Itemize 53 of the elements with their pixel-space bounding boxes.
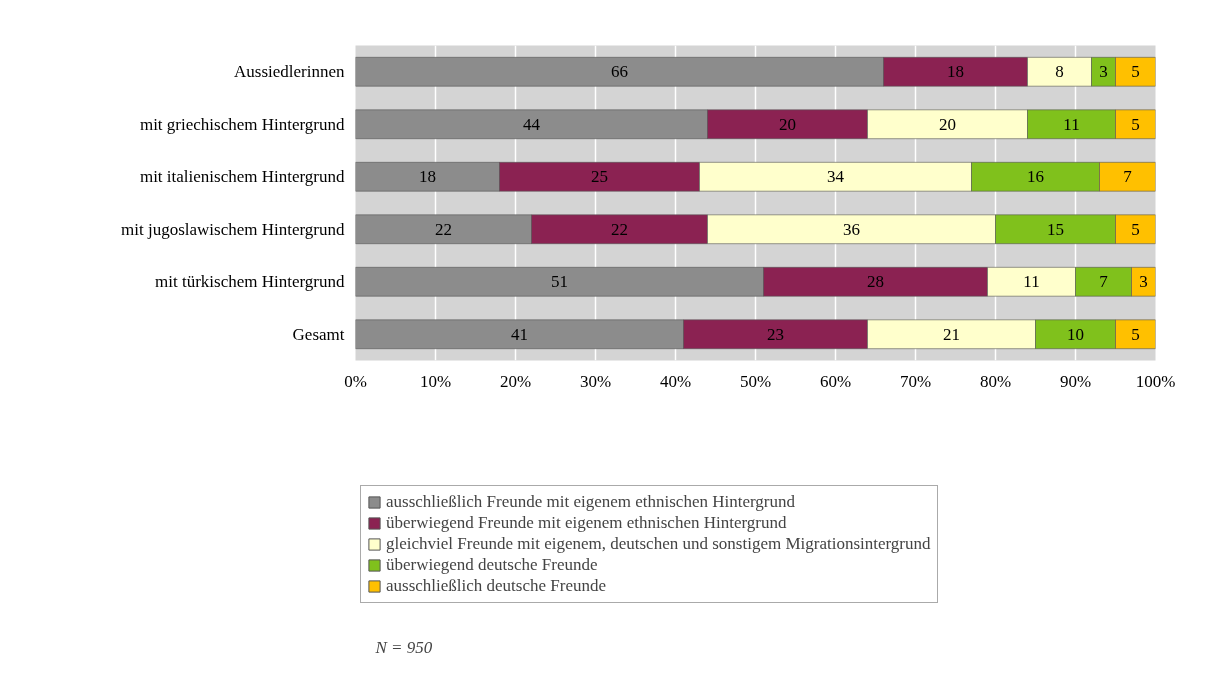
data-label: 20 (779, 114, 796, 134)
data-label: 44 (523, 114, 541, 134)
data-label: 11 (1023, 272, 1040, 292)
data-label: 5 (1131, 114, 1140, 134)
y-tick-label: mit griechischem Hintergrund (139, 114, 345, 134)
y-tick-label: mit jugoslawischem Hintergrund (121, 219, 345, 239)
x-tick-label: 60% (819, 371, 852, 391)
data-label: 18 (419, 167, 436, 187)
data-label: 5 (1131, 324, 1140, 344)
data-label: 23 (767, 324, 784, 344)
data-label: 36 (843, 219, 860, 239)
data-label: 41 (511, 324, 528, 344)
text: N = 950 (374, 637, 433, 657)
data-label: 5 (1131, 219, 1140, 239)
legend-label: ausschließlich deutsche Freunde (386, 576, 606, 596)
data-label: 22 (435, 219, 452, 239)
data-label: 8 (1055, 62, 1064, 82)
data-label: 20 (939, 114, 956, 134)
x-tick-label: 40% (659, 371, 692, 391)
x-tick-label: 30% (579, 371, 612, 391)
data-label: 51 (551, 272, 568, 292)
legend-label: überwiegend Freunde mit eigenem ethnischen Hintergrund (386, 513, 787, 533)
data-label: 3 (1139, 272, 1148, 292)
y-tick-label: mit türkischem Hintergrund (155, 272, 345, 292)
x-tick-label: 0% (344, 371, 367, 391)
legend-label: ausschließlich Freunde mit eigenem ethnischen Hintergrund (386, 492, 795, 512)
x-tick-label: 100% (1135, 371, 1176, 391)
data-label: 7 (1099, 272, 1109, 292)
data-label: 66 (611, 62, 628, 82)
x-tick-label: 80% (979, 371, 1012, 391)
legend-label: gleichviel Freunde mit eigenem, deutschen und sonstigem Migrationsintergrund (386, 534, 931, 554)
y-tick-label: Aussiedlerinnen (234, 62, 345, 82)
legend-label: überwiegend deutsche Freunde (386, 555, 598, 575)
data-label: 28 (867, 272, 884, 292)
y-tick-label: Gesamt (292, 324, 345, 344)
data-label: 25 (591, 167, 608, 187)
x-tick-label: 70% (899, 371, 932, 391)
x-tick-label: 10% (419, 371, 452, 391)
data-label: 15 (1047, 219, 1064, 239)
data-label: 34 (827, 167, 845, 187)
data-label: 3 (1099, 62, 1108, 82)
x-tick-label: 90% (1059, 371, 1092, 391)
data-label: 5 (1131, 62, 1140, 82)
x-tick-label: 50% (739, 371, 772, 391)
data-label: 10 (1067, 324, 1084, 344)
data-label: 11 (1063, 114, 1080, 134)
x-tick-label: 20% (499, 371, 532, 391)
data-label: 16 (1027, 167, 1044, 187)
data-label: 22 (611, 219, 628, 239)
data-label: 7 (1123, 167, 1133, 187)
data-label: 21 (943, 324, 960, 344)
y-tick-label: mit italienischem Hintergrund (139, 167, 345, 187)
data-label: 18 (947, 62, 964, 82)
